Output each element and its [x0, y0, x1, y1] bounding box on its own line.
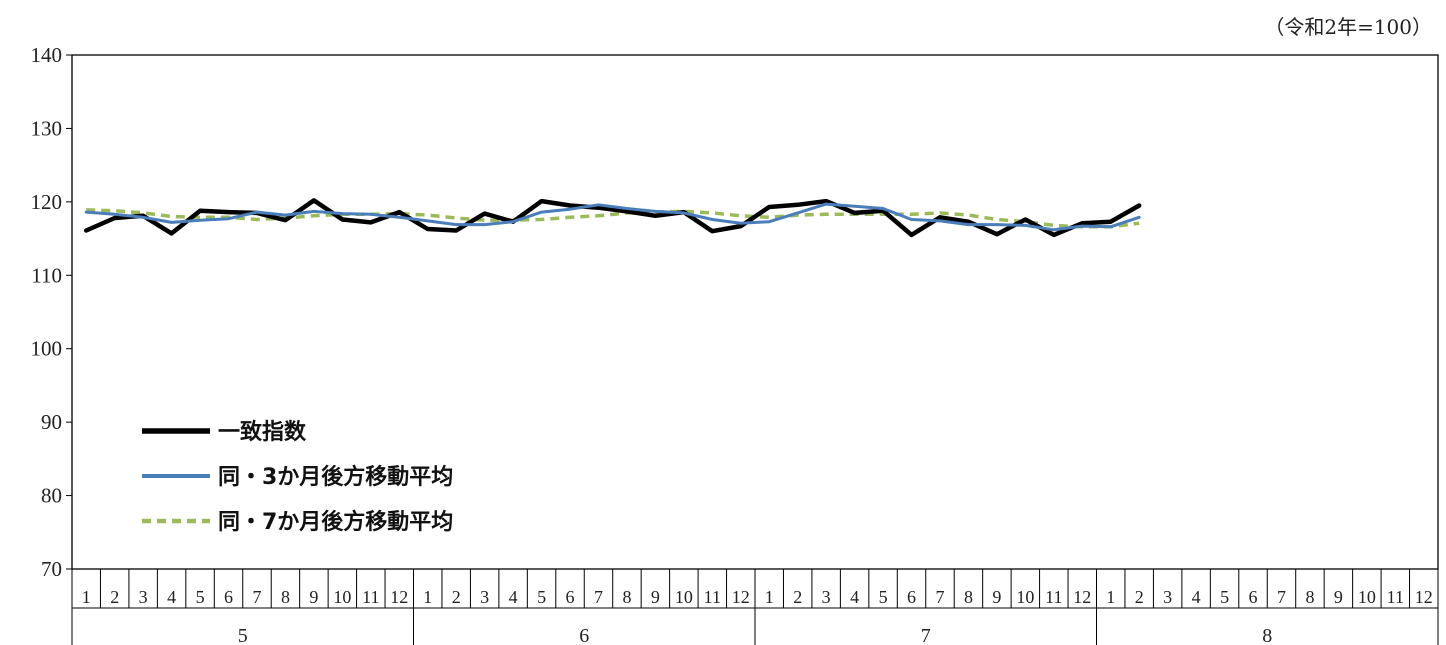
- month-label: 5: [879, 587, 888, 607]
- y-tick-label: 140: [31, 43, 63, 67]
- month-label: 11: [704, 587, 721, 607]
- y-tick-label: 130: [31, 116, 63, 140]
- series-layer: [83, 198, 1142, 238]
- month-label: 7: [1277, 587, 1286, 607]
- series-line-2: [84, 202, 1141, 232]
- month-label: 4: [850, 587, 859, 607]
- y-axis: 70 80 90 100 110 120 130 140: [31, 43, 72, 581]
- x-axis: 1 2 3 4 5 6 7 8 9 10 11 12 1 2 3 4 5 6 7 8 9 10 11 12 1 2 3 4 5 6 7 8 9 1…: [71, 569, 1439, 645]
- month-label: 5: [196, 587, 205, 607]
- month-label: 4: [1192, 587, 1201, 607]
- month-label: 2: [452, 587, 461, 607]
- series-line-3: [86, 208, 1140, 229]
- y-tick-label: 100: [31, 337, 63, 361]
- year-label: 8: [1262, 625, 1272, 645]
- month-label: 7: [594, 587, 603, 607]
- month-label: 8: [281, 587, 290, 607]
- month-label: 2: [793, 587, 802, 607]
- month-label: 6: [566, 587, 575, 607]
- month-label: 12: [390, 587, 408, 607]
- month-label: 10: [333, 587, 351, 607]
- month-label: 4: [509, 587, 518, 607]
- month-label: 1: [1106, 587, 1115, 607]
- legend-label-1: 一致指数: [218, 419, 307, 445]
- month-label: 10: [1016, 587, 1034, 607]
- year-label: 5: [238, 625, 248, 645]
- month-label: 1: [765, 587, 774, 607]
- month-label: 12: [732, 587, 750, 607]
- plot-area: [71, 54, 1439, 570]
- month-label: 9: [309, 587, 318, 607]
- y-tick-label: 90: [41, 410, 62, 434]
- month-label: 10: [1358, 587, 1376, 607]
- month-label: 6: [224, 587, 233, 607]
- month-label: 11: [362, 587, 379, 607]
- month-label: 7: [935, 587, 944, 607]
- legend-label-2: 同・3か月後方移動平均: [218, 464, 453, 490]
- y-tick-label: 110: [31, 263, 62, 287]
- y-tick-label: 70: [41, 557, 62, 581]
- month-label: 3: [1163, 587, 1172, 607]
- month-label: 8: [964, 587, 973, 607]
- month-label: 9: [992, 587, 1001, 607]
- month-label: 3: [139, 587, 148, 607]
- unit-note: （令和2年=100）: [1264, 15, 1432, 39]
- month-label: 6: [907, 587, 916, 607]
- month-label: 1: [82, 587, 91, 607]
- month-label: 3: [480, 587, 489, 607]
- y-tick-label: 80: [41, 484, 62, 508]
- month-label: 2: [1135, 587, 1144, 607]
- month-label: 2: [110, 587, 119, 607]
- month-label: 9: [651, 587, 660, 607]
- month-label: 8: [1305, 587, 1314, 607]
- month-label: 11: [1045, 587, 1062, 607]
- month-label: 1: [423, 587, 432, 607]
- year-label: 6: [579, 625, 589, 645]
- month-label: 10: [675, 587, 693, 607]
- month-label: 12: [1073, 587, 1091, 607]
- year-label: 7: [921, 625, 931, 645]
- month-label: 5: [1220, 587, 1229, 607]
- month-label: 4: [167, 587, 176, 607]
- month-label: 9: [1334, 587, 1343, 607]
- month-label: 3: [822, 587, 831, 607]
- month-label: 11: [1387, 587, 1404, 607]
- month-label: 12: [1415, 587, 1433, 607]
- month-label: 7: [252, 587, 261, 607]
- month-label: 5: [537, 587, 546, 607]
- series-line-1: [83, 198, 1142, 238]
- month-label: 8: [622, 587, 631, 607]
- y-tick-label: 120: [31, 190, 63, 214]
- month-label: 6: [1249, 587, 1258, 607]
- legend-label-3: 同・7か月後方移動平均: [218, 509, 453, 535]
